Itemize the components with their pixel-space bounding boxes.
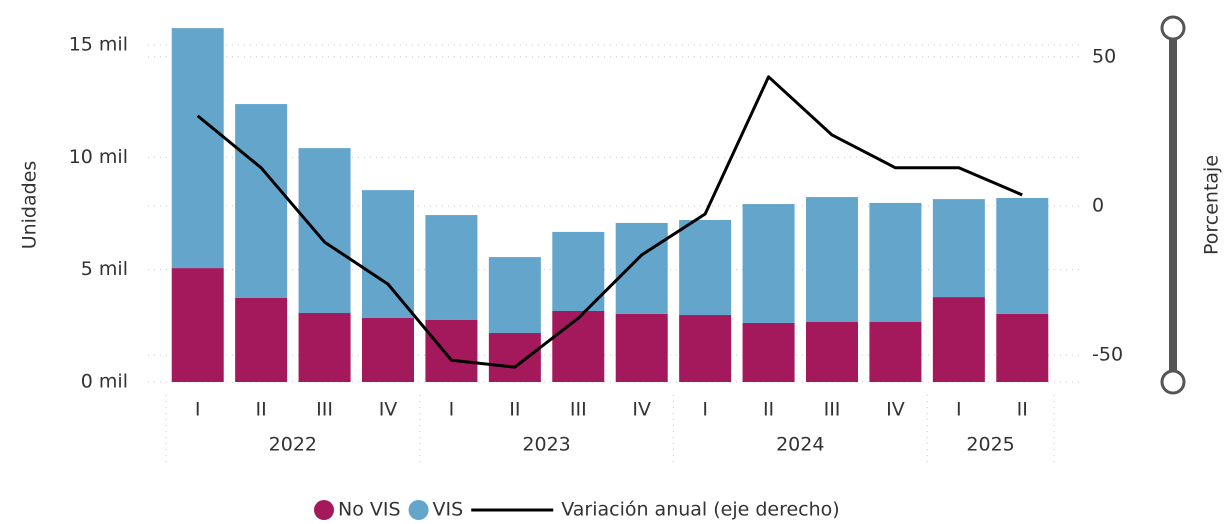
y-axis-title: Unidades [19,161,41,250]
x-group-label: 2025 [966,434,1014,456]
x-tick-label: I [449,399,455,421]
legend-label: Variación anual (eje derecho) [561,499,840,521]
bar [805,322,859,382]
bar [679,315,732,382]
x-tick-label: II [256,399,267,421]
x-tick-label: IV [886,399,905,421]
x-tick-label: IV [379,399,398,421]
bar [235,297,288,382]
bar [996,313,1049,382]
legend-swatch [314,500,334,520]
y2-tick-label: 50 [1092,45,1116,67]
x-tick-label: IV [632,399,651,421]
bar [171,268,224,382]
x-tick-label: I [956,399,962,421]
y2-tick-label: -50 [1092,344,1123,366]
x-tick-label: III [824,399,841,421]
x-group-label: 2024 [776,434,824,456]
bar [742,204,795,323]
bar [361,190,415,318]
bar [488,257,541,334]
x-group-label: 2023 [522,434,570,456]
bar [298,148,351,314]
x-tick-label: II [1017,399,1028,421]
line [196,75,1023,369]
x-tick-label: II [509,399,520,421]
x-tick-label: III [316,399,333,421]
legend-swatch [408,500,429,520]
y2-axis-title: Porcentaje [1201,155,1223,255]
bar [869,202,922,323]
bar [361,317,415,382]
y-tick-label: 10 mil [69,146,128,168]
slider-track [1169,30,1177,380]
slider-handle[interactable] [1160,15,1186,41]
bar [615,313,668,382]
legend-label: VIS [433,499,464,521]
bar [615,222,668,314]
bar [552,231,605,311]
x-tick-label: I [195,399,201,421]
bar [742,322,795,382]
bar [932,297,985,382]
x-tick-label: III [570,399,587,421]
legend-label: No VIS [338,499,401,521]
x-tick-label: I [702,399,708,421]
bar [805,197,859,323]
y-tick-label: 5 mil [81,258,128,280]
x-group-label: 2022 [269,434,317,456]
bar [996,197,1049,314]
y-tick-label: 0 mil [81,371,128,393]
bar [679,220,732,316]
bar [425,215,478,320]
bar [869,322,922,382]
y2-tick-label: 0 [1092,194,1104,216]
x-tick-label: II [763,399,774,421]
range-slider[interactable] [1160,15,1186,395]
bar [488,333,541,382]
bar [425,319,478,382]
slider-handle[interactable] [1160,369,1186,395]
bar [298,313,351,382]
y-tick-label: 15 mil [69,33,128,55]
bar [235,104,288,298]
bar [552,310,605,382]
bar [171,28,224,269]
bar [932,199,985,298]
